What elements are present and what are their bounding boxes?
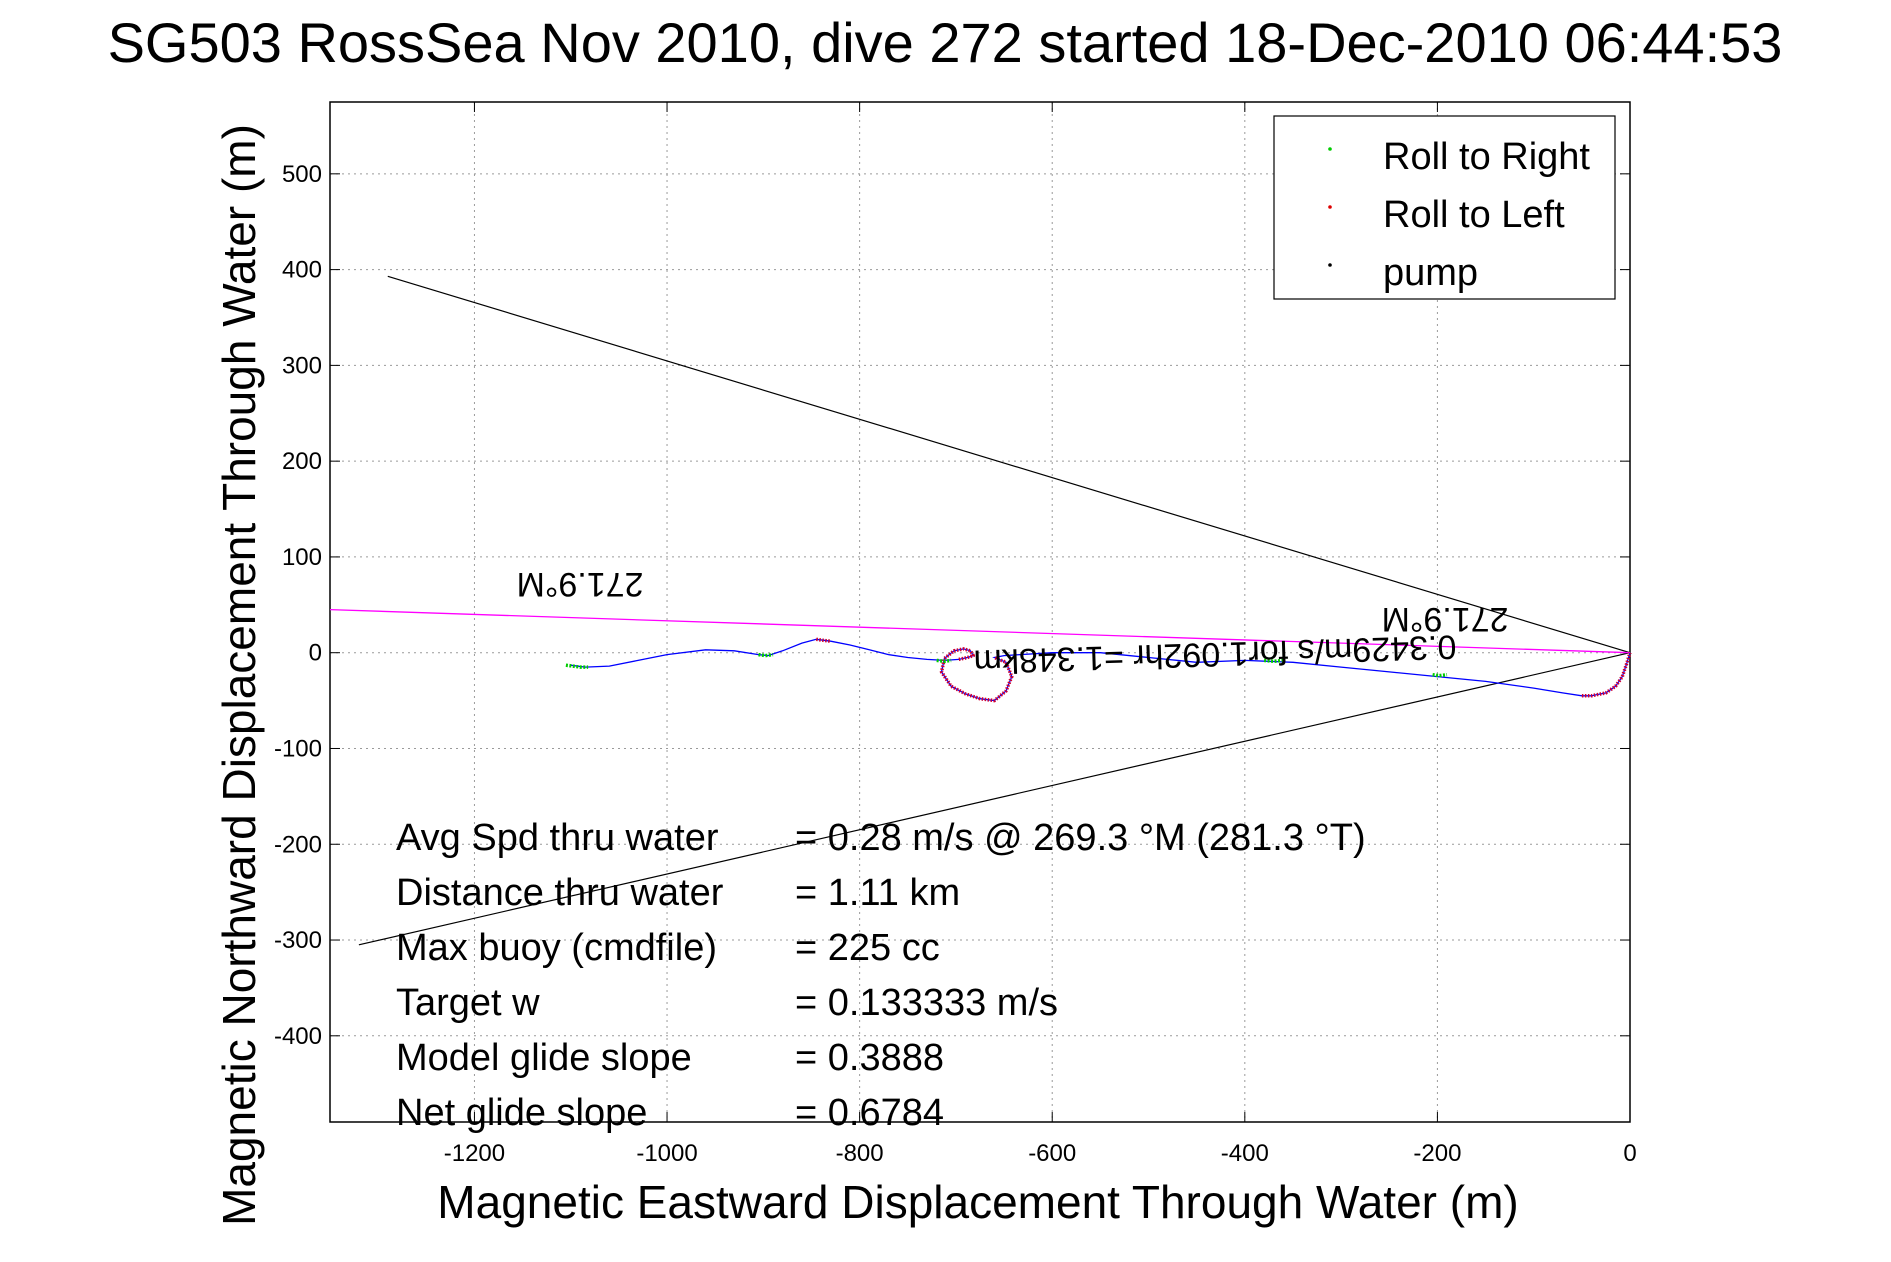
stat-value: = 0.6784	[795, 1092, 944, 1134]
x-tick-label: -400	[1221, 1140, 1269, 1167]
x-axis-label: Magnetic Eastward Displacement Through W…	[437, 1176, 1518, 1228]
y-tick-label: 0	[309, 640, 322, 667]
y-tick-label: 400	[282, 257, 322, 284]
heading-label-left: 271.9°M	[516, 565, 643, 603]
chart-title: SG503 RossSea Nov 2010, dive 272 started…	[108, 11, 1783, 74]
stat-label: Max buoy (cmdfile)	[396, 927, 717, 969]
stat-label: Avg Spd thru water	[396, 817, 719, 859]
stat-value: = 225 cc	[795, 927, 940, 969]
stat-value: = 0.28 m/s @ 269.3 °M (281.3 °T)	[795, 817, 1366, 859]
x-tick-label: 0	[1623, 1140, 1636, 1167]
y-tick-label: 300	[282, 352, 322, 379]
stat-value: = 1.11 km	[795, 872, 960, 914]
x-tick-label: -200	[1413, 1140, 1461, 1167]
x-tick-label: -1200	[444, 1140, 505, 1167]
y-tick-label: -400	[274, 1023, 322, 1050]
y-tick-label: 100	[282, 544, 322, 571]
legend-marker-pump	[1328, 263, 1332, 267]
y-tick-label: 500	[282, 161, 322, 188]
stat-value: = 0.133333 m/s	[795, 982, 1058, 1024]
x-tick-label: -1000	[636, 1140, 697, 1167]
x-tick-label: -800	[836, 1140, 884, 1167]
legend-label-roll-right: Roll to Right	[1383, 136, 1590, 178]
stat-label: Net glide slope	[396, 1092, 647, 1134]
y-axis-label: Magnetic Northward Displacement Through …	[213, 124, 265, 1226]
stat-value: = 0.3888	[795, 1037, 944, 1079]
stat-label: Target w	[396, 982, 540, 1024]
stat-label: Distance thru water	[396, 872, 724, 914]
y-tick-label: 200	[282, 448, 322, 475]
legend-label-roll-left: Roll to Left	[1383, 194, 1565, 236]
legend-marker-roll-right	[1328, 147, 1332, 151]
legend-marker-roll-left	[1328, 205, 1332, 209]
y-tick-label: -300	[274, 927, 322, 954]
stat-label: Model glide slope	[396, 1037, 692, 1079]
legend: Roll to Right Roll to Left pump	[1274, 116, 1615, 299]
legend-label-pump: pump	[1383, 252, 1478, 294]
y-tick-label: -200	[274, 831, 322, 858]
x-tick-label: -600	[1028, 1140, 1076, 1167]
y-tick-label: -100	[274, 735, 322, 762]
